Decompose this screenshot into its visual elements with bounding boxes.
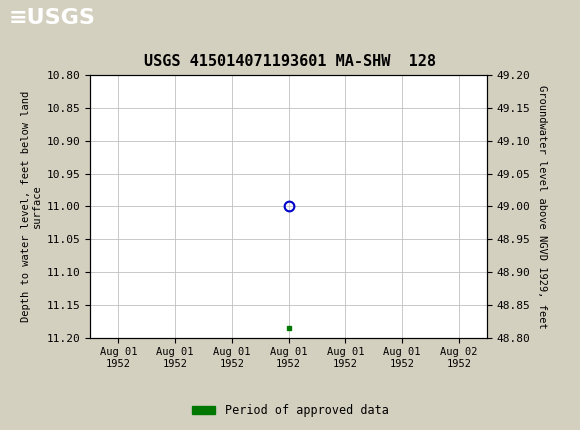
Text: USGS 415014071193601 MA-SHW  128: USGS 415014071193601 MA-SHW 128 <box>144 54 436 69</box>
Y-axis label: Groundwater level above NGVD 1929, feet: Groundwater level above NGVD 1929, feet <box>537 85 548 328</box>
Legend: Period of approved data: Period of approved data <box>187 399 393 422</box>
Text: ≡USGS: ≡USGS <box>9 8 96 28</box>
Y-axis label: Depth to water level, feet below land
surface: Depth to water level, feet below land su… <box>21 91 42 322</box>
